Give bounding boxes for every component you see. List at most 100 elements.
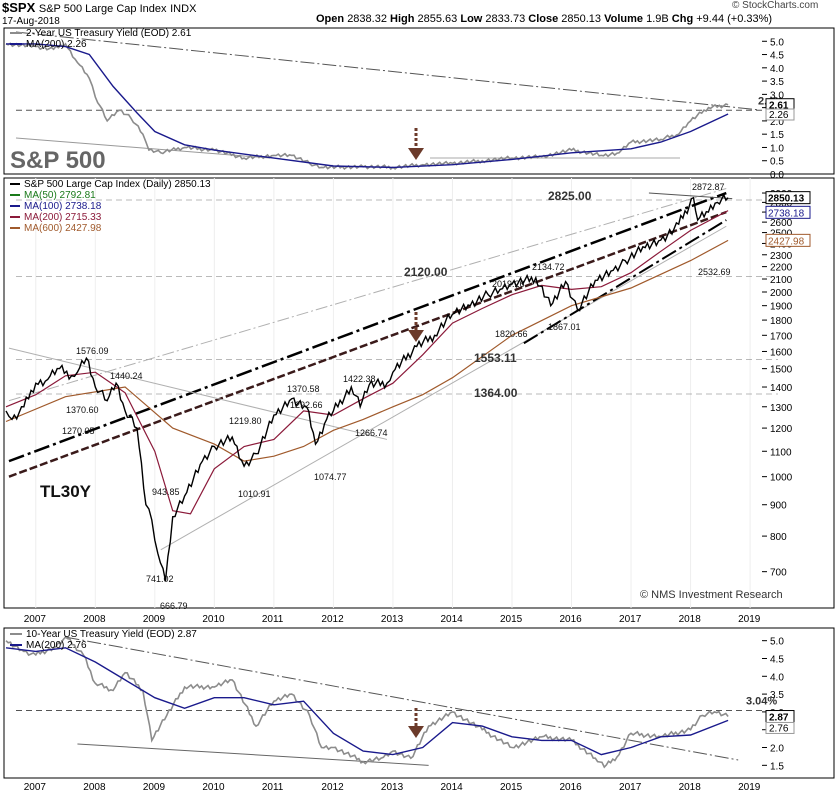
price-label: 1422.38: [343, 374, 376, 384]
y-tick-label: 2600: [770, 218, 793, 229]
x-tick-label: 2007: [24, 782, 47, 793]
volume-value: 1.9B: [646, 13, 669, 25]
level-label: 2120.00: [404, 265, 448, 279]
y-tick-label: 1.5: [770, 130, 784, 141]
x-tick-label: 2013: [381, 782, 404, 793]
exchange: INDX: [170, 3, 197, 15]
legend-entry: MA(100) 2738.18: [24, 201, 102, 212]
support-trendline: [160, 225, 727, 551]
close-label: Close: [528, 13, 559, 25]
ma-value-tag: [765, 721, 795, 734]
x-tick-label: 2016: [560, 614, 583, 625]
y-tick-label: 2.0: [770, 117, 784, 128]
last-value-text: 2.87: [769, 713, 789, 724]
ma-value-tag: [765, 108, 795, 121]
y-tick-label: 4.0: [770, 64, 784, 75]
value-tag-text: 2850.13: [768, 194, 805, 205]
x-axis-labels: 2007 2008 2009 2010 2011 2012 2013 2014 2015 2016…: [24, 614, 761, 793]
y-tick-label: 1700: [770, 331, 793, 342]
price-label: 1440.24: [110, 371, 143, 381]
y-tick-label: 3.5: [770, 690, 784, 701]
chart-date: 17-Aug-2018: [2, 16, 60, 27]
top-resistance-line: [648, 192, 733, 200]
ohlc-bar: Open 2838.32 High 2855.63 Low 2833.73 Cl…: [316, 13, 772, 25]
y-tick-label: 1.0: [770, 143, 784, 154]
two-year-ma200-line: [6, 43, 729, 169]
y-tick-label: 4.5: [770, 51, 784, 62]
y-tick-label: 2.0: [770, 744, 784, 755]
resistance-trendline: [15, 31, 761, 111]
down-arrow-head: [408, 726, 424, 738]
x-tick-label: 2007: [24, 614, 47, 625]
price-label: 2134.72: [532, 262, 565, 272]
x-tick-label: 2011: [262, 782, 284, 793]
y-tick-label: 3.5: [770, 77, 784, 88]
x-tick-label: 2008: [83, 782, 106, 793]
y-tick-label: 5.0: [770, 637, 784, 648]
y-tick-label: 3.0: [770, 90, 784, 101]
x-tick-label: 2010: [202, 782, 225, 793]
y-tick-label: 1800: [770, 316, 793, 327]
down-arrow-head: [408, 330, 424, 342]
x-tick-label: 2015: [500, 782, 523, 793]
sp500-price-panel: 2900280027002600250024002300220021002000…: [3, 177, 835, 611]
sp500-price-line: [5, 193, 729, 582]
y-tick-label: 900: [770, 501, 787, 512]
chg-label: Chg: [671, 13, 694, 25]
ma-value-text: 2.26: [769, 110, 789, 121]
stockcharts-watermark: © StockCharts.com: [732, 0, 819, 11]
x-tick-label: 2019: [738, 782, 761, 793]
price-label: 2532.69: [698, 267, 731, 277]
x-tick-label: 2016: [560, 782, 583, 793]
close-value: 2850.13: [561, 13, 602, 25]
symbol: $SPX: [2, 0, 36, 15]
x-tick-label: 2018: [679, 614, 702, 625]
y-tick-label: 2200: [770, 263, 793, 274]
legend-entry: MA(600) 2427.98: [24, 223, 102, 234]
open-label: Open: [316, 13, 345, 25]
x-tick-label: 2019: [738, 614, 761, 625]
price-panel-frame: [3, 177, 835, 609]
outer-trendline: [8, 187, 727, 402]
price-label: 1370.60: [66, 405, 99, 415]
open-value: 2838.32: [347, 13, 387, 25]
price-label: 1219.80: [229, 416, 262, 426]
tl30y-upper-trendline: [8, 191, 727, 463]
ten-year-ma200-line: [5, 647, 729, 756]
x-tick-label: 2017: [619, 782, 642, 793]
ten-year-yield-line: [5, 636, 729, 769]
low-value: 2833.73: [485, 13, 526, 25]
top-panel-frame: [3, 27, 835, 175]
legend-entry: MA(200) 2715.33: [24, 212, 102, 223]
price-label: 666.79: [160, 601, 188, 611]
high-value: 2855.63: [417, 13, 458, 25]
x-tick-label: 2009: [143, 614, 166, 625]
price-label: 2872.87: [692, 182, 725, 192]
y-tick-label: 1.5: [770, 761, 784, 772]
legend-2y: 2-Year US Treasury Yield (EOD) 2.61: [26, 28, 192, 39]
level-label: 1553.11: [474, 351, 517, 365]
support-trendline: [15, 137, 271, 159]
x-tick-label: 2017: [619, 614, 642, 625]
y-tick-label: 2100: [770, 275, 793, 286]
value-tag-text: 2427.98: [768, 236, 805, 247]
ma-value-text: 2.76: [769, 723, 789, 734]
two-year-yield-panel: 5.04.54.03.53.02.52.01.51.00.50.02.4%S&P…: [3, 27, 835, 181]
level-label: 2825.00: [548, 189, 592, 203]
x-tick-label: 2010: [202, 614, 225, 625]
annotation-3pt04: 3.04%: [746, 695, 777, 707]
price-label: 1867.01: [548, 322, 581, 332]
legend-10y-ma: MA(200) 2.76: [26, 640, 87, 651]
tl30y-label: TL30Y: [40, 482, 92, 501]
price-label: 1266.74: [355, 428, 388, 438]
legend-entry: S&P 500 Large Cap Index (Daily) 2850.13: [24, 179, 211, 190]
value-tag-text: 2738.18: [768, 208, 805, 219]
price-label: 1370.58: [287, 384, 320, 394]
value-tag: [765, 233, 811, 247]
price-label: 1074.77: [314, 472, 347, 482]
sp500-overlay-label: S&P 500: [10, 147, 106, 174]
price-label: 1292.66: [290, 400, 323, 410]
price-label: 741.02: [146, 574, 174, 584]
y-tick-label: 800: [770, 532, 787, 543]
